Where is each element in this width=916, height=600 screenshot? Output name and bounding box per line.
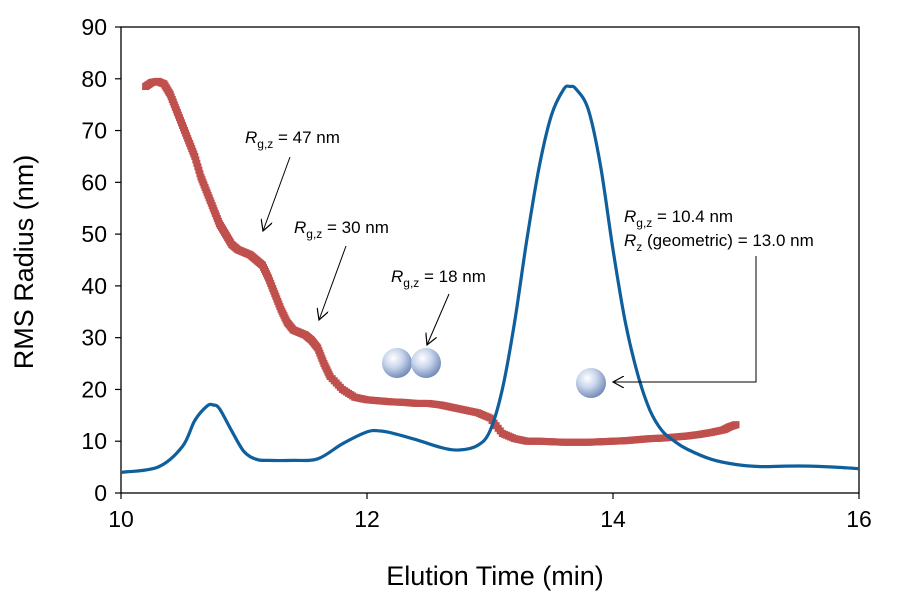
annotation-subscript: g,z xyxy=(403,276,419,290)
annotation-value: = 47 nm xyxy=(273,128,340,147)
annotation-subscript: g,z xyxy=(306,227,322,241)
y-tick-label: 0 xyxy=(94,480,107,506)
annotation-arrow xyxy=(319,245,347,320)
x-axis: 10 12 14 16 xyxy=(108,493,872,532)
annotation-subscript: g,z xyxy=(257,137,273,151)
y-tick-label: 90 xyxy=(81,14,107,40)
y-axis-title: RMS Radius (nm) xyxy=(9,155,39,370)
annotation-subscript: g,z xyxy=(636,216,652,230)
sphere-icon xyxy=(411,348,441,378)
annotation-symbol: R xyxy=(624,231,636,250)
annotation-arrow xyxy=(263,156,291,231)
y-tick-label: 40 xyxy=(81,273,107,299)
y-tick-label: 70 xyxy=(81,118,107,144)
signal-trace-line xyxy=(120,84,860,474)
annotation-symbol: R xyxy=(624,207,636,226)
annotation-arrow xyxy=(613,256,757,382)
svg-text:Rg,z = 30 nm: Rg,z = 30 nm xyxy=(294,218,389,241)
x-axis-title: Elution Time (min) xyxy=(386,561,604,591)
annotation-rgz-10-4: Rg,z = 10.4 nm Rz (geometric) = 13.0 nm xyxy=(613,207,814,382)
annotation-symbol: R xyxy=(391,267,403,286)
annotation-rgz-47: Rg,z = 47 nm xyxy=(245,128,340,231)
rms-radius-point xyxy=(732,421,740,429)
svg-text:Rz (geometric) = 13.0 nm: Rz (geometric) = 13.0 nm xyxy=(624,231,814,254)
x-tick-label: 16 xyxy=(846,506,872,532)
annotation-symbol: R xyxy=(245,128,257,147)
sphere-icon xyxy=(382,348,412,378)
y-tick-label: 50 xyxy=(81,221,107,247)
svg-text:Rg,z = 18 nm: Rg,z = 18 nm xyxy=(391,267,486,290)
annotation-value: = 18 nm xyxy=(419,267,486,286)
y-tick-label: 20 xyxy=(81,376,107,402)
y-tick-label: 30 xyxy=(81,325,107,351)
series-layer xyxy=(120,77,860,474)
y-tick-label: 80 xyxy=(81,66,107,92)
y-axis: 0 10 20 30 40 50 60 70 80 90 xyxy=(81,14,121,506)
svg-text:Rg,z = 47 nm: Rg,z = 47 nm xyxy=(245,128,340,151)
annotation-value: = 10.4 nm xyxy=(652,207,733,226)
annotation-value: (geometric) = 13.0 nm xyxy=(642,231,814,250)
y-tick-label: 10 xyxy=(81,428,107,454)
annotation-value: = 30 nm xyxy=(322,218,389,237)
x-tick-label: 14 xyxy=(600,506,626,532)
x-tick-label: 12 xyxy=(354,506,380,532)
y-tick-label: 60 xyxy=(81,169,107,195)
annotation-arrow xyxy=(427,293,450,345)
annotation-symbol: R xyxy=(294,218,306,237)
annotation-rgz-30: Rg,z = 30 nm xyxy=(294,218,389,320)
annotation-subscript: z xyxy=(636,240,642,254)
rms-radius-series xyxy=(142,77,740,446)
svg-text:Rg,z = 10.4 nm: Rg,z = 10.4 nm xyxy=(624,207,733,230)
annotation-rgz-18: Rg,z = 18 nm xyxy=(391,267,486,345)
x-tick-label: 10 xyxy=(108,506,134,532)
sphere-icon xyxy=(576,368,606,398)
